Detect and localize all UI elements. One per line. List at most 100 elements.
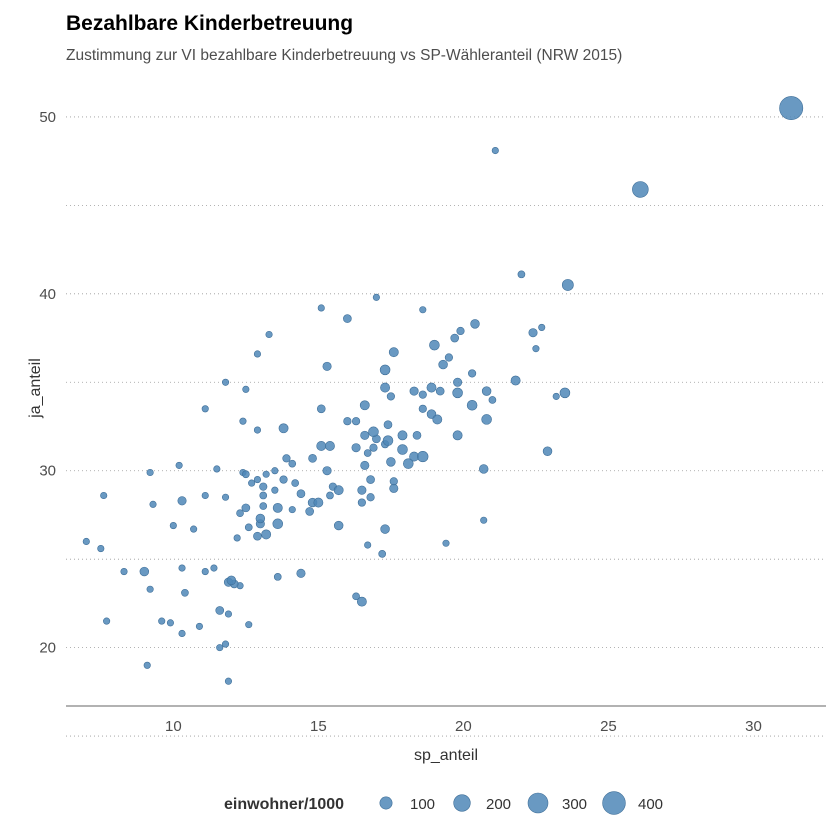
data-point xyxy=(178,629,186,638)
data-point xyxy=(450,333,460,343)
data-point xyxy=(517,270,526,279)
x-tick-label: 10 xyxy=(165,718,182,735)
data-point xyxy=(389,483,399,493)
data-point xyxy=(356,596,367,607)
data-point xyxy=(262,470,270,478)
data-point xyxy=(481,386,492,396)
data-point xyxy=(453,377,463,387)
data-point xyxy=(528,328,538,338)
data-point xyxy=(380,382,390,393)
data-point xyxy=(317,304,325,312)
data-point xyxy=(322,361,332,371)
data-point xyxy=(253,476,261,484)
data-point xyxy=(397,430,408,441)
data-point xyxy=(403,458,414,469)
x-tick-label: 30 xyxy=(745,718,762,735)
data-point xyxy=(368,426,379,438)
data-point xyxy=(478,464,489,474)
data-point xyxy=(226,575,237,586)
data-point xyxy=(418,390,427,399)
data-point xyxy=(360,430,370,440)
data-point xyxy=(432,414,443,425)
data-point xyxy=(272,518,284,530)
data-point xyxy=(468,369,477,378)
data-point xyxy=(221,640,230,648)
y-tick-label: 50 xyxy=(39,109,56,126)
data-point xyxy=(561,279,574,291)
data-point xyxy=(103,617,111,625)
data-point xyxy=(241,503,251,513)
data-point xyxy=(169,522,177,530)
data-point xyxy=(236,509,244,518)
data-point xyxy=(305,507,314,516)
data-point xyxy=(291,479,299,487)
legend-label: 400 xyxy=(638,796,663,813)
data-point xyxy=(282,454,291,463)
legend-label: 100 xyxy=(410,796,435,813)
data-point xyxy=(417,450,429,463)
data-point xyxy=(333,520,344,531)
data-point xyxy=(221,493,230,501)
data-point xyxy=(542,446,553,456)
data-point xyxy=(259,482,268,491)
legend-key xyxy=(379,796,393,810)
data-point xyxy=(357,485,367,495)
data-point xyxy=(429,339,440,351)
data-point xyxy=(426,382,437,393)
data-point xyxy=(480,516,488,524)
data-point xyxy=(245,621,253,629)
data-point xyxy=(82,537,90,546)
data-point xyxy=(343,314,352,323)
data-point xyxy=(255,513,266,524)
chart-subtitle: Zustimmung zur VI bezahlbare Kinderbetre… xyxy=(66,47,622,64)
x-tick-label: 20 xyxy=(455,718,472,735)
data-point xyxy=(409,386,419,396)
data-point xyxy=(242,385,250,393)
data-point xyxy=(261,529,272,540)
legend-label: 200 xyxy=(486,796,511,813)
data-point xyxy=(143,661,151,669)
data-point xyxy=(510,375,521,386)
data-point xyxy=(418,404,427,413)
y-axis-ticks: 20 30 40 50 xyxy=(39,109,56,657)
data-point xyxy=(201,405,209,413)
data-point xyxy=(190,525,198,533)
data-point xyxy=(177,496,187,506)
x-axis-label: sp_anteil xyxy=(414,747,478,764)
data-point xyxy=(366,475,375,484)
data-point xyxy=(412,431,422,440)
data-point xyxy=(351,443,361,453)
x-tick-label: 25 xyxy=(600,718,617,735)
data-point xyxy=(149,500,157,508)
data-point xyxy=(559,387,571,399)
data-point xyxy=(322,466,332,476)
data-point xyxy=(288,459,297,468)
data-point xyxy=(488,396,497,404)
y-tick-label: 20 xyxy=(39,640,56,657)
x-axis-ticks: 10 15 20 25 30 xyxy=(165,718,762,735)
data-point xyxy=(253,531,262,541)
data-point xyxy=(271,467,279,475)
data-point xyxy=(221,378,230,386)
data-point xyxy=(532,345,540,353)
data-point xyxy=(224,677,232,685)
data-point xyxy=(273,573,282,581)
data-point xyxy=(175,461,183,469)
data-point xyxy=(216,644,224,652)
data-point xyxy=(359,400,370,411)
data-point xyxy=(326,491,334,500)
data-point xyxy=(201,491,209,500)
legend-title: einwohner/1000 xyxy=(224,796,344,813)
data-point xyxy=(442,539,450,547)
data-point xyxy=(325,441,335,451)
data-point xyxy=(178,564,186,572)
data-point xyxy=(333,485,344,496)
legend-key xyxy=(602,791,626,815)
x-tick-label: 15 xyxy=(310,718,327,735)
data-point xyxy=(288,506,296,514)
data-point xyxy=(360,460,370,470)
data-point xyxy=(444,353,453,362)
data-point xyxy=(120,568,128,576)
data-point xyxy=(397,444,408,455)
